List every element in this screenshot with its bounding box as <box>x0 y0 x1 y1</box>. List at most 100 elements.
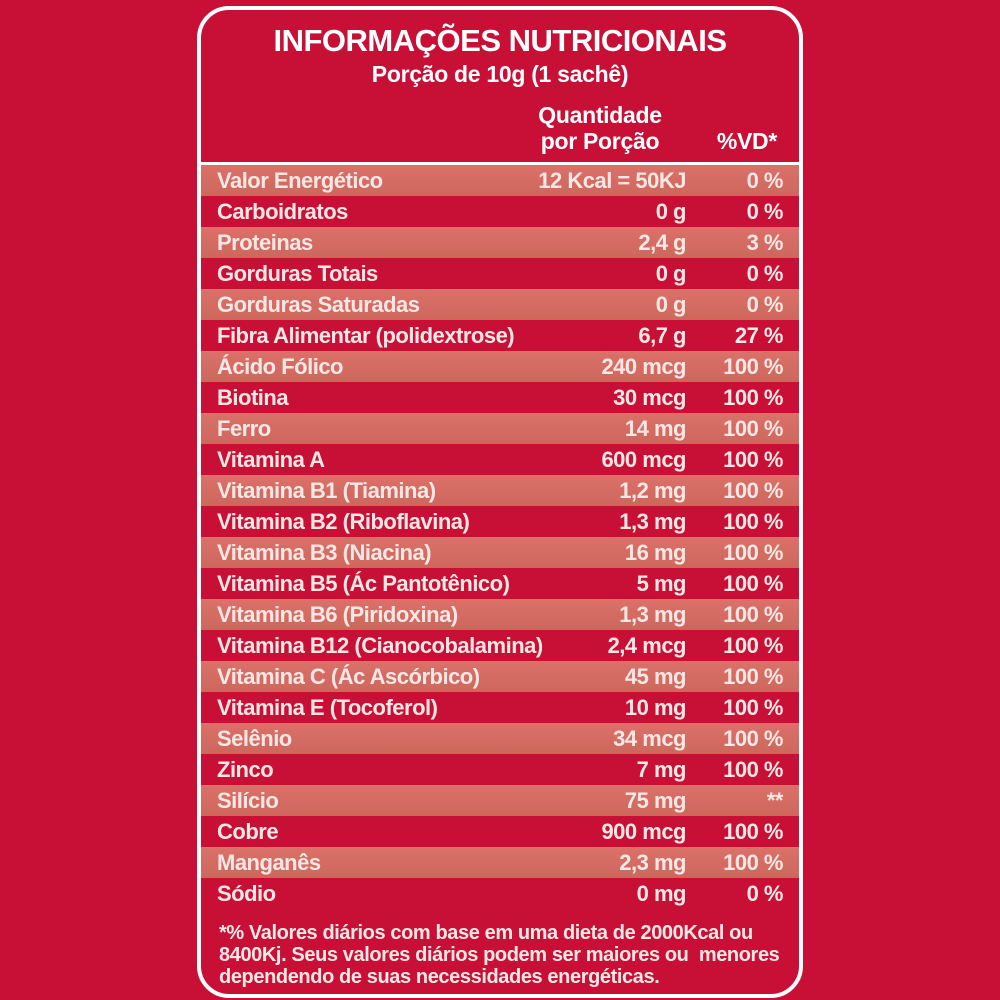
nutrient-quantity: 1,2 mg <box>619 477 686 503</box>
nutrition-label-card: INFORMAÇÕES NUTRICIONAIS Porção de 10g (… <box>197 6 803 998</box>
nutrient-quantity: 2,3 mg <box>619 849 686 875</box>
daily-value-footnote: *% Valores diários com base em uma dieta… <box>201 922 799 988</box>
column-header-quantity-line1: Quantidade <box>538 102 662 128</box>
nutrient-quantity: 45 mg <box>624 663 687 689</box>
table-row: Proteinas 2,4 g 3 % <box>201 227 799 258</box>
nutrient-name: Silício <box>217 787 279 813</box>
serving-size-subtitle: Porção de 10g (1 sachê) <box>371 61 629 87</box>
nutrient-daily-value: 27 % <box>734 322 784 348</box>
footnote-line-2: 8400Kj. Seus valores diários podem ser m… <box>219 944 780 966</box>
nutrient-quantity: 600 mcg <box>601 446 686 472</box>
table-row: Gorduras Totais 0 g 0 % <box>201 258 799 289</box>
nutrient-quantity: 1,3 mg <box>619 508 686 534</box>
label-header: INFORMAÇÕES NUTRICIONAIS Porção de 10g (… <box>201 10 799 88</box>
nutrient-name: Manganês <box>217 849 321 875</box>
nutrient-daily-value: 100 % <box>723 446 783 472</box>
table-row: Manganês 2,3 mg 100 % <box>201 847 799 878</box>
nutrient-name: Vitamina B3 (Niacina) <box>217 539 432 565</box>
column-header-quantity-line2: por Porção <box>540 128 660 154</box>
nutrient-name: Vitamina A <box>217 446 325 472</box>
table-row: Vitamina A 600 mcg 100 % <box>201 444 799 475</box>
nutrient-name: Gorduras Saturadas <box>217 291 420 317</box>
nutrient-quantity: 2,4 mcg <box>607 632 687 658</box>
table-row: Sódio 0 mg 0 % <box>201 878 799 909</box>
table-row: Vitamina B1 (Tiamina) 1,2 mg 100 % <box>201 475 799 506</box>
nutrient-quantity: 14 mg <box>624 415 687 441</box>
nutrient-name: Valor Energético <box>217 167 383 193</box>
nutrient-name: Vitamina B1 (Tiamina) <box>217 477 436 503</box>
nutrient-daily-value: 0 % <box>746 880 784 906</box>
nutrient-quantity: 0 g <box>655 198 687 224</box>
nutrient-daily-value: 100 % <box>723 725 783 751</box>
nutrient-quantity: 240 mcg <box>601 353 686 379</box>
nutrient-quantity: 0 mg <box>636 880 687 906</box>
nutrient-name: Vitamina E (Tocoferol) <box>217 694 438 720</box>
nutrient-daily-value: 0 % <box>746 198 784 224</box>
nutrient-daily-value: 100 % <box>723 415 783 441</box>
nutrient-daily-value: 100 % <box>723 539 783 565</box>
table-row: Carboidratos 0 g 0 % <box>201 196 799 227</box>
nutrient-daily-value: 100 % <box>723 663 783 689</box>
nutrient-name: Cobre <box>217 818 279 844</box>
nutrient-quantity: 2,4 g <box>638 229 686 255</box>
table-column-headers: Quantidade por Porção %VD* <box>201 102 799 162</box>
nutrient-quantity: 0 g <box>655 260 687 286</box>
table-row: Fibra Alimentar (polidextrose) 6,7 g 27 … <box>201 320 799 351</box>
table-row: Ácido Fólico 240 mcg 100 % <box>201 351 799 382</box>
nutrient-name: Vitamina B6 (Piridoxina) <box>217 601 458 627</box>
page-title: INFORMAÇÕES NUTRICIONAIS <box>273 23 728 58</box>
column-header-quantity: Quantidade por Porção <box>514 102 686 154</box>
column-header-dv: %VD* <box>716 128 777 154</box>
table-row: Vitamina E (Tocoferol) 10 mg 100 % <box>201 692 799 723</box>
nutrient-quantity: 7 mg <box>636 756 687 782</box>
nutrient-quantity: 16 mg <box>624 539 687 565</box>
nutrient-daily-value: ** <box>766 787 784 813</box>
nutrient-quantity: 900 mcg <box>601 818 686 844</box>
nutrient-daily-value: 100 % <box>723 818 783 844</box>
table-row: Biotina 30 mcg 100 % <box>201 382 799 413</box>
nutrient-daily-value: 3 % <box>746 229 784 255</box>
table-row: Ferro 14 mg 100 % <box>201 413 799 444</box>
nutrient-quantity: 1,3 mg <box>619 601 686 627</box>
table-row: Zinco 7 mg 100 % <box>201 754 799 785</box>
nutrient-table: Valor Energético 12 Kcal = 50KJ 0 % Carb… <box>201 165 799 909</box>
table-row: Selênio 34 mcg 100 % <box>201 723 799 754</box>
nutrient-quantity: 75 mg <box>624 787 687 813</box>
table-row: Vitamina B5 (Ác Pantotênico) 5 mg 100 % <box>201 568 799 599</box>
nutrient-daily-value: 0 % <box>746 260 784 286</box>
nutrient-quantity: 12 Kcal = 50KJ <box>538 167 686 193</box>
nutrient-name: Biotina <box>217 384 289 410</box>
table-row: Vitamina B3 (Niacina) 16 mg 100 % <box>201 537 799 568</box>
nutrient-name: Ácido Fólico <box>217 353 344 379</box>
nutrient-daily-value: 100 % <box>723 694 783 720</box>
nutrient-quantity: 5 mg <box>636 570 687 596</box>
nutrient-daily-value: 100 % <box>723 849 783 875</box>
header-separator-line <box>201 162 799 165</box>
nutrient-name: Zinco <box>217 756 274 782</box>
table-row: Vitamina B2 (Riboflavina) 1,3 mg 100 % <box>201 506 799 537</box>
nutrient-name: Fibra Alimentar (polidextrose) <box>217 322 515 348</box>
nutrient-name: Vitamina B12 (Cianocobalamina) <box>217 632 543 658</box>
nutrient-daily-value: 100 % <box>723 477 783 503</box>
nutrient-daily-value: 100 % <box>723 570 783 596</box>
nutrient-name: Gorduras Totais <box>217 260 378 286</box>
nutrient-name: Proteinas <box>217 229 313 255</box>
nutrient-name: Vitamina B5 (Ác Pantotênico) <box>217 570 510 596</box>
table-row: Gorduras Saturadas 0 g 0 % <box>201 289 799 320</box>
nutrient-daily-value: 100 % <box>723 353 783 379</box>
nutrient-quantity: 10 mg <box>624 694 687 720</box>
table-row: Silício 75 mg ** <box>201 785 799 816</box>
table-row: Vitamina B6 (Piridoxina) 1,3 mg 100 % <box>201 599 799 630</box>
nutrient-name: Selênio <box>217 725 292 751</box>
nutrient-name: Vitamina C (Ác Ascórbico) <box>217 663 480 689</box>
nutrient-daily-value: 100 % <box>723 384 783 410</box>
table-row: Vitamina C (Ác Ascórbico) 45 mg 100 % <box>201 661 799 692</box>
nutrient-name: Sódio <box>217 880 276 906</box>
nutrient-name: Vitamina B2 (Riboflavina) <box>217 508 470 534</box>
nutrient-daily-value: 0 % <box>746 167 784 193</box>
nutrient-quantity: 34 mcg <box>613 725 686 751</box>
table-row: Cobre 900 mcg 100 % <box>201 816 799 847</box>
nutrient-name: Carboidratos <box>217 198 348 224</box>
nutrient-daily-value: 100 % <box>723 632 783 658</box>
nutrient-name: Ferro <box>217 415 271 441</box>
